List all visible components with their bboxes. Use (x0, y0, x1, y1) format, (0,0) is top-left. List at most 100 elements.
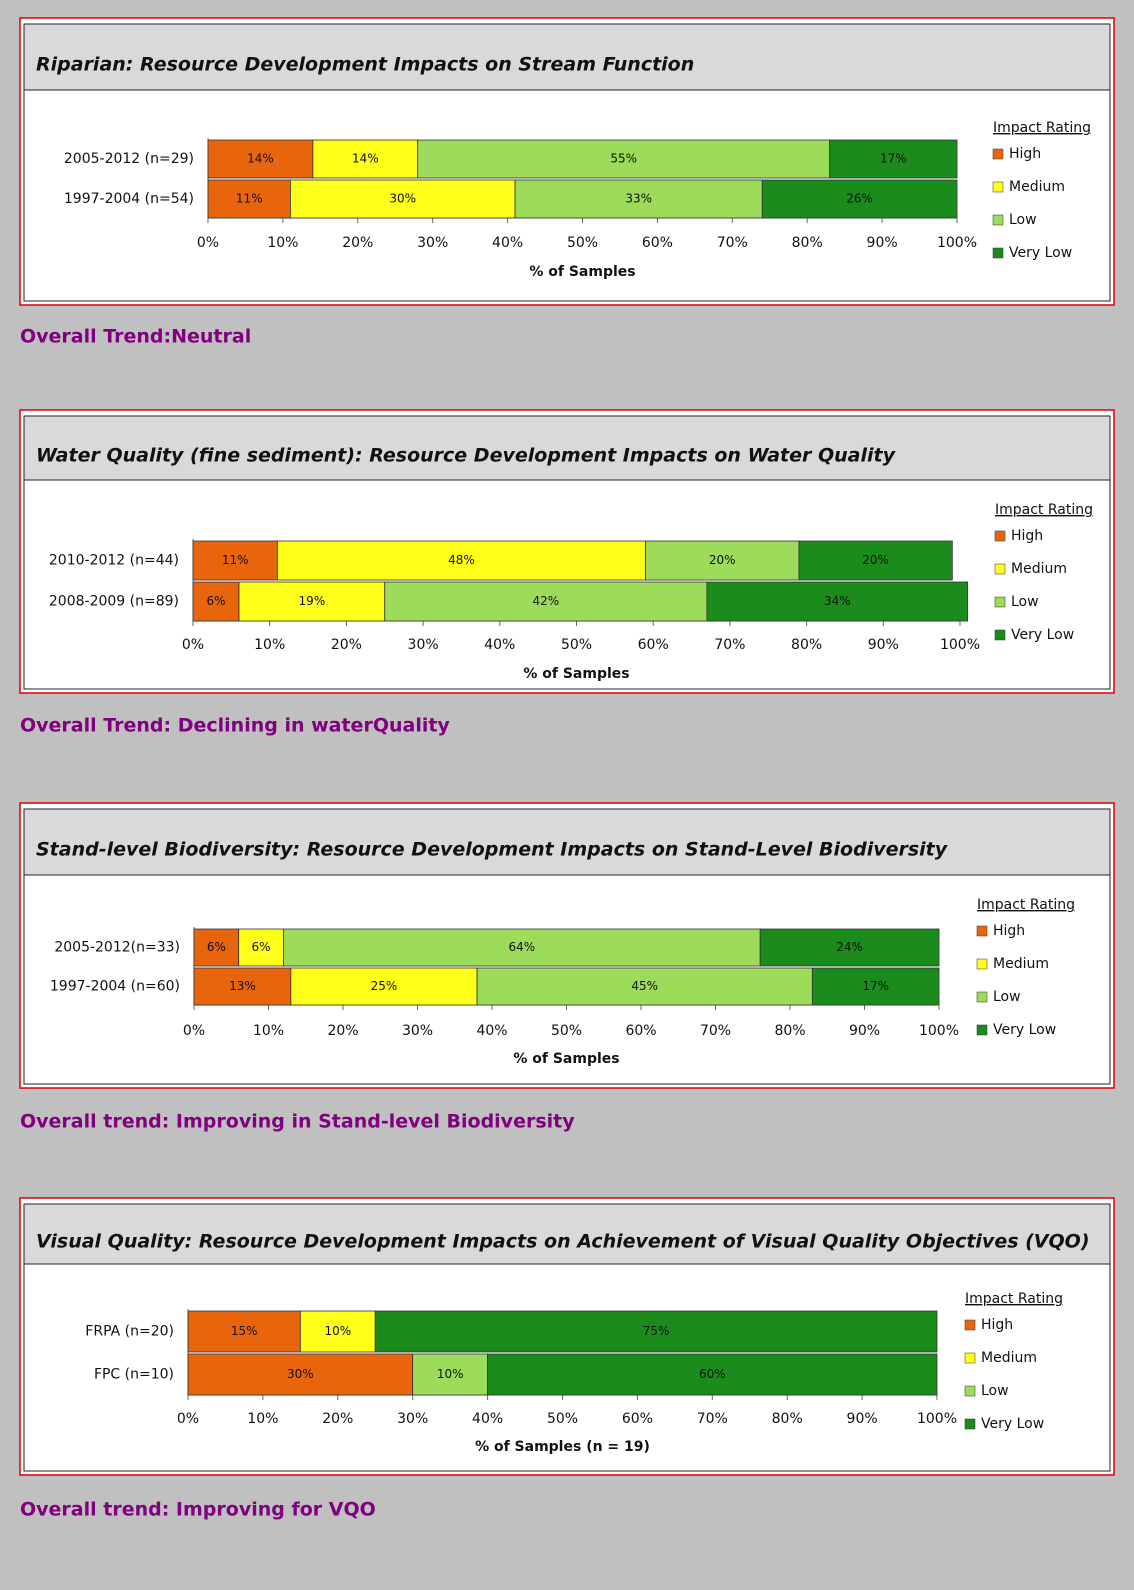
x-axis-label: % of Samples (n = 19) (475, 1439, 650, 1455)
legend-title: Impact Rating (993, 120, 1091, 136)
value-label: 45% (631, 979, 658, 993)
x-tick-label: 20% (342, 235, 373, 251)
legend-label: Medium (1009, 179, 1065, 195)
value-label: 60% (699, 1367, 726, 1381)
x-tick-label: 60% (638, 637, 669, 653)
bar-segment (238, 581, 386, 622)
legend-label: Low (981, 1383, 1009, 1399)
title-band (23, 808, 1111, 876)
legend-label: High (1009, 146, 1041, 162)
value-label: 24% (836, 940, 863, 954)
category-label: 1997-2004 (n=60) (50, 979, 180, 995)
value-label: 11% (222, 553, 249, 567)
bar-segment (811, 967, 940, 1006)
bar-segment (829, 139, 958, 179)
value-label: 17% (862, 979, 889, 993)
trend-text: Overall Trend:Neutral (20, 326, 251, 348)
value-label: 55% (610, 152, 637, 166)
bar-segment (193, 928, 240, 967)
value-label: 6% (252, 940, 271, 954)
x-tick-label: 10% (247, 1411, 278, 1427)
x-tick-label: 60% (622, 1411, 653, 1427)
legend-swatch (976, 1024, 988, 1036)
bar-segment (476, 967, 813, 1006)
x-axis-label: % of Samples (523, 666, 629, 682)
value-label: 10% (437, 1367, 464, 1381)
chart-title: Water Quality (fine sediment): Resource … (36, 445, 897, 467)
legend-label: High (1011, 528, 1043, 544)
x-tick-label: 10% (267, 235, 298, 251)
legend-label: Low (1009, 212, 1037, 228)
value-label: 75% (643, 1324, 670, 1338)
value-label: 42% (532, 594, 559, 608)
plot-frame (23, 89, 1111, 302)
legend-title: Impact Rating (965, 1291, 1063, 1307)
bar-segment (289, 179, 516, 219)
trend-text: Overall Trend: Declining in waterQuality (20, 715, 450, 737)
x-tick-label: 100% (937, 235, 977, 251)
x-tick-label: 100% (917, 1411, 957, 1427)
value-label: 17% (880, 152, 907, 166)
legend-title: Impact Rating (995, 502, 1093, 518)
legend-label: Low (993, 989, 1021, 1005)
value-label: 14% (247, 152, 274, 166)
bar-segment (798, 540, 953, 581)
legend-swatch (992, 214, 1004, 226)
legend-swatch (994, 629, 1006, 641)
value-label: 19% (299, 594, 326, 608)
legend-label: Very Low (1009, 245, 1072, 261)
bar-segment (706, 581, 969, 622)
x-tick-label: 70% (700, 1023, 731, 1039)
legend-swatch (964, 1319, 976, 1331)
category-label: 2010-2012 (n=44) (49, 553, 179, 569)
bar-segment (207, 179, 291, 219)
category-label: 1997-2004 (n=54) (64, 191, 194, 207)
bar-segment (207, 139, 314, 179)
value-label: 11% (236, 192, 263, 206)
x-tick-label: 30% (408, 637, 439, 653)
x-tick-label: 40% (484, 637, 515, 653)
legend-label: Medium (1011, 561, 1067, 577)
legend-label: Medium (993, 956, 1049, 972)
bar-segment (645, 540, 800, 581)
trend-text: Overall trend: Improving in Stand-level … (20, 1111, 575, 1133)
bar-segment (374, 1310, 938, 1353)
x-tick-label: 10% (254, 637, 285, 653)
x-tick-label: 0% (197, 235, 219, 251)
x-tick-label: 80% (792, 235, 823, 251)
category-label: FRPA (n=20) (85, 1324, 174, 1340)
value-label: 34% (824, 594, 851, 608)
x-tick-label: 90% (868, 637, 899, 653)
title-band (23, 23, 1111, 91)
bar-segment (193, 967, 292, 1006)
category-label: FPC (n=10) (94, 1367, 174, 1383)
legend-swatch (994, 563, 1006, 575)
legend-label: High (981, 1317, 1013, 1333)
legend-swatch (992, 181, 1004, 193)
value-label: 10% (324, 1324, 351, 1338)
legend-swatch (964, 1352, 976, 1364)
legend-swatch (992, 148, 1004, 160)
plot-frame (23, 1263, 1111, 1472)
plot-frame (23, 874, 1111, 1085)
x-tick-label: 70% (717, 235, 748, 251)
x-tick-label: 30% (402, 1023, 433, 1039)
x-tick-label: 30% (397, 1411, 428, 1427)
title-band (23, 1203, 1111, 1265)
x-tick-label: 50% (551, 1023, 582, 1039)
value-label: 20% (862, 553, 889, 567)
value-label: 48% (448, 553, 475, 567)
category-label: 2005-2012 (n=29) (64, 151, 194, 167)
x-tick-label: 40% (492, 235, 523, 251)
plot-frame (23, 479, 1111, 690)
x-tick-label: 50% (567, 235, 598, 251)
x-tick-label: 60% (625, 1023, 656, 1039)
legend-label: Very Low (981, 1416, 1044, 1432)
x-tick-label: 20% (322, 1411, 353, 1427)
bar-segment (759, 928, 940, 967)
title-band (23, 415, 1111, 481)
x-tick-label: 50% (561, 637, 592, 653)
x-tick-label: 80% (791, 637, 822, 653)
x-tick-label: 10% (253, 1023, 284, 1039)
